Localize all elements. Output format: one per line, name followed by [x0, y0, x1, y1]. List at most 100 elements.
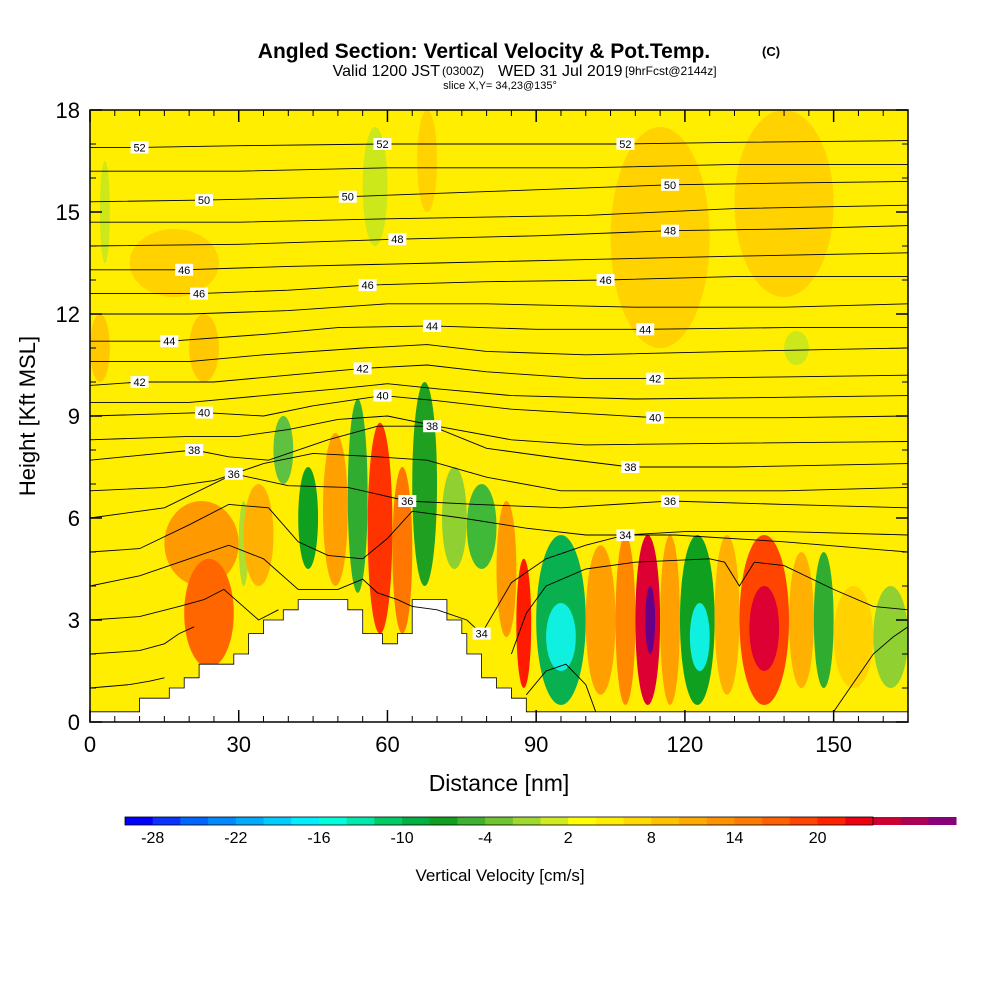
- velocity-cell: [645, 586, 656, 654]
- contour-label-box: [661, 495, 680, 507]
- valid-zulu: (0300Z): [442, 64, 484, 78]
- contour-label: 46: [178, 265, 190, 277]
- contour-label: 38: [188, 445, 200, 457]
- contour-label: 52: [376, 139, 388, 151]
- colorbar-swatch: [512, 817, 541, 825]
- isentrope-line: [90, 452, 908, 492]
- contour-label: 34: [619, 530, 631, 542]
- contour-label: 52: [619, 139, 631, 151]
- velocity-cell: [129, 229, 219, 297]
- contour-label: 36: [228, 469, 240, 481]
- colorbar-swatch: [540, 817, 569, 825]
- colorbar-swatch: [152, 817, 181, 825]
- colorbar-swatch: [318, 817, 348, 825]
- velocity-cell: [99, 161, 110, 263]
- contour-label: 46: [193, 289, 205, 301]
- velocity-cell: [347, 399, 368, 593]
- contour-label-box: [661, 178, 680, 191]
- isentrope-line: [90, 425, 908, 468]
- colorbar-tick-label: 8: [647, 830, 656, 847]
- colorbar-swatch: [208, 817, 237, 825]
- contour-label-box: [160, 335, 179, 348]
- colorbar-swatch: [873, 817, 902, 825]
- velocity-cell: [749, 586, 780, 671]
- colorbar-tick-label: 2: [564, 830, 573, 847]
- contour-label-box: [398, 495, 417, 507]
- contour-label: 44: [426, 321, 438, 333]
- contour-label: 42: [357, 363, 369, 375]
- contour-label: 46: [361, 280, 373, 292]
- isentrope-line: [90, 415, 908, 446]
- contour-label: 40: [198, 408, 210, 420]
- colorbar-tick-label: -4: [478, 830, 492, 847]
- velocity-cell: [610, 127, 710, 348]
- isentrope-line: [90, 276, 908, 295]
- contour-label-box: [130, 376, 149, 388]
- velocity-cell: [362, 127, 388, 246]
- contour-label: 36: [664, 496, 676, 508]
- colorbar-swatch: [623, 817, 652, 825]
- velocity-cell: [496, 501, 517, 637]
- contour-label-box: [130, 141, 149, 154]
- y-tick-label: 6: [68, 506, 80, 531]
- potential-temperature-contours: [90, 140, 908, 713]
- velocity-cell: [833, 586, 874, 688]
- velocity-cell: [441, 467, 467, 569]
- contour-label-box: [195, 406, 214, 419]
- colorbar-swatch: [429, 817, 458, 825]
- contour-label: 48: [391, 234, 403, 246]
- contour-label-box: [353, 362, 372, 375]
- velocity-cell: [367, 422, 393, 634]
- colorbar-swatch: [291, 817, 320, 825]
- isentrope-line: [525, 663, 597, 712]
- isentrope-line: [90, 204, 908, 223]
- colorbar-swatch: [125, 817, 154, 825]
- y-axis-label: Height [Kft MSL]: [15, 336, 40, 496]
- velocity-cell: [714, 535, 740, 695]
- colorbar-swatch: [679, 817, 708, 825]
- x-tick-label: 0: [84, 732, 96, 757]
- contour-label-box: [621, 461, 640, 473]
- valid-forecast: [9hrFcst@2144z]: [625, 64, 717, 78]
- contour-label: 48: [664, 226, 676, 238]
- velocity-cell: [417, 110, 438, 212]
- contour-label-box: [472, 627, 491, 640]
- colorbar-swatch: [346, 817, 375, 825]
- contour-label-box: [646, 372, 665, 385]
- colorbar-tick-label: -16: [307, 830, 330, 847]
- colorbar-swatch: [485, 817, 514, 825]
- x-tick-label: 30: [226, 732, 250, 757]
- terrain-profile: [90, 599, 908, 722]
- colorbar-tick-label: -28: [141, 830, 164, 847]
- contour-label-box: [195, 194, 214, 207]
- colorbar-swatch: [817, 817, 846, 825]
- velocity-cell: [734, 110, 834, 297]
- contour-label: 38: [624, 462, 636, 474]
- velocity-cell: [789, 552, 814, 688]
- contour-label: 52: [133, 142, 145, 154]
- colorbar-swatch: [734, 817, 763, 825]
- isentrope-line: [90, 163, 908, 172]
- colorbar-label: Vertical Velocity [cm/s]: [415, 866, 584, 885]
- colorbar-swatch: [374, 817, 403, 825]
- velocity-cell: [273, 416, 294, 484]
- isentrope-line: [90, 588, 279, 621]
- velocity-cell: [298, 467, 319, 569]
- contour-label-box: [596, 274, 615, 286]
- contour-label-box: [373, 389, 392, 402]
- contour-label-box: [358, 279, 377, 292]
- chart-title: Angled Section: Vertical Velocity & Pot.…: [258, 40, 710, 63]
- contour-label: 36: [401, 496, 413, 508]
- y-tick-label: 0: [68, 710, 80, 735]
- contour-label-box: [224, 467, 243, 480]
- contour-label-box: [636, 323, 655, 336]
- velocity-cell: [392, 467, 413, 634]
- velocity-cell: [323, 433, 348, 586]
- colorbar-swatch: [235, 817, 264, 825]
- x-axis-label: Distance [nm]: [429, 770, 570, 796]
- isentrope-line: [90, 383, 908, 403]
- velocity-cell: [873, 586, 908, 688]
- slice-info: slice X,Y= 34,23@135°: [443, 80, 557, 92]
